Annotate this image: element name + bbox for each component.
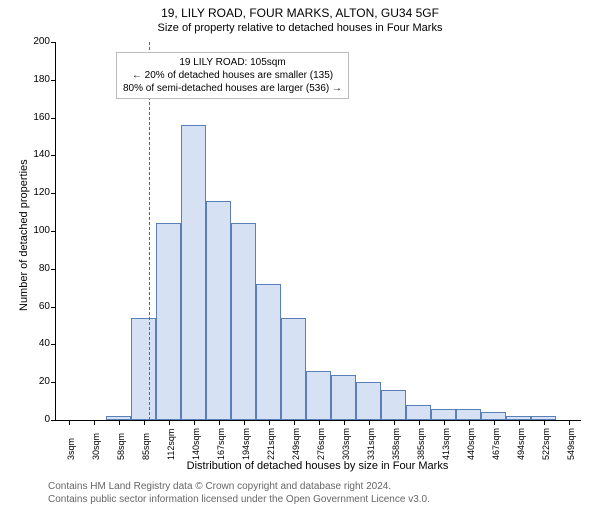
y-tick-label: 180 — [24, 74, 50, 85]
x-tick-mark — [319, 420, 320, 425]
footer-line1: Contains HM Land Registry data © Crown c… — [48, 480, 430, 493]
histogram-bar — [481, 412, 506, 420]
x-tick-label: 249sqm — [291, 428, 301, 460]
x-tick-mark — [144, 420, 145, 425]
histogram-bar — [331, 375, 356, 420]
histogram-bar — [181, 125, 206, 420]
plot-area: 0204060801001201401601802003sqm30sqm58sq… — [55, 42, 581, 421]
histogram-bar — [231, 223, 256, 420]
histogram-bar — [381, 390, 406, 420]
histogram-bar — [356, 382, 381, 420]
x-tick-mark — [494, 420, 495, 425]
x-tick-mark — [394, 420, 395, 425]
x-tick-mark — [94, 420, 95, 425]
histogram-bar — [306, 371, 331, 420]
x-tick-label: 494sqm — [516, 428, 526, 460]
x-tick-mark — [219, 420, 220, 425]
x-tick-mark — [344, 420, 345, 425]
x-tick-mark — [244, 420, 245, 425]
histogram-bar — [256, 284, 281, 420]
y-tick-label: 0 — [24, 414, 50, 425]
x-tick-mark — [294, 420, 295, 425]
x-tick-label: 549sqm — [566, 428, 576, 460]
x-tick-label: 413sqm — [441, 428, 451, 460]
annotation-line: 80% of semi-detached houses are larger (… — [123, 82, 342, 95]
x-tick-label: 167sqm — [216, 428, 226, 460]
annotation-box: 19 LILY ROAD: 105sqm← 20% of detached ho… — [116, 52, 349, 99]
x-tick-label: 194sqm — [241, 428, 251, 460]
histogram-bar — [281, 318, 306, 420]
annotation-line: ← 20% of detached houses are smaller (13… — [123, 69, 342, 82]
x-tick-label: 85sqm — [141, 433, 151, 460]
x-tick-label: 276sqm — [316, 428, 326, 460]
y-tick-label: 40 — [24, 338, 50, 349]
histogram-bar — [156, 223, 181, 420]
x-tick-mark — [194, 420, 195, 425]
x-tick-mark — [369, 420, 370, 425]
chart-subtitle: Size of property relative to detached ho… — [0, 22, 600, 36]
x-tick-label: 221sqm — [266, 428, 276, 460]
x-tick-mark — [69, 420, 70, 425]
histogram-bar — [406, 405, 431, 420]
histogram-bar — [206, 201, 231, 420]
x-tick-mark — [469, 420, 470, 425]
x-tick-mark — [444, 420, 445, 425]
x-tick-label: 385sqm — [416, 428, 426, 460]
x-tick-label: 30sqm — [91, 433, 101, 460]
x-tick-label: 358sqm — [391, 428, 401, 460]
x-tick-mark — [569, 420, 570, 425]
x-tick-label: 3sqm — [66, 438, 76, 460]
x-tick-label: 331sqm — [366, 428, 376, 460]
chart-container: 19, LILY ROAD, FOUR MARKS, ALTON, GU34 5… — [0, 0, 600, 500]
x-tick-mark — [119, 420, 120, 425]
y-axis-label: Number of detached properties — [18, 151, 30, 311]
chart-title: 19, LILY ROAD, FOUR MARKS, ALTON, GU34 5… — [0, 0, 600, 22]
x-tick-label: 522sqm — [541, 428, 551, 460]
x-tick-label: 112sqm — [166, 429, 176, 460]
x-tick-mark — [544, 420, 545, 425]
x-tick-label: 440sqm — [466, 428, 476, 460]
histogram-bar — [456, 409, 481, 420]
x-tick-label: 140sqm — [191, 428, 201, 460]
annotation-line: 19 LILY ROAD: 105sqm — [123, 56, 342, 69]
histogram-bar — [431, 409, 456, 420]
footer-attribution: Contains HM Land Registry data © Crown c… — [48, 480, 430, 506]
y-tick-label: 160 — [24, 112, 50, 123]
x-tick-mark — [269, 420, 270, 425]
x-tick-mark — [519, 420, 520, 425]
x-tick-mark — [419, 420, 420, 425]
histogram-bar — [131, 318, 156, 420]
x-tick-label: 467sqm — [491, 428, 501, 460]
x-tick-label: 58sqm — [116, 433, 126, 460]
x-axis-label: Distribution of detached houses by size … — [55, 460, 580, 472]
y-tick-label: 200 — [24, 36, 50, 47]
x-tick-label: 303sqm — [341, 428, 351, 460]
x-tick-mark — [169, 420, 170, 425]
y-tick-label: 20 — [24, 376, 50, 387]
